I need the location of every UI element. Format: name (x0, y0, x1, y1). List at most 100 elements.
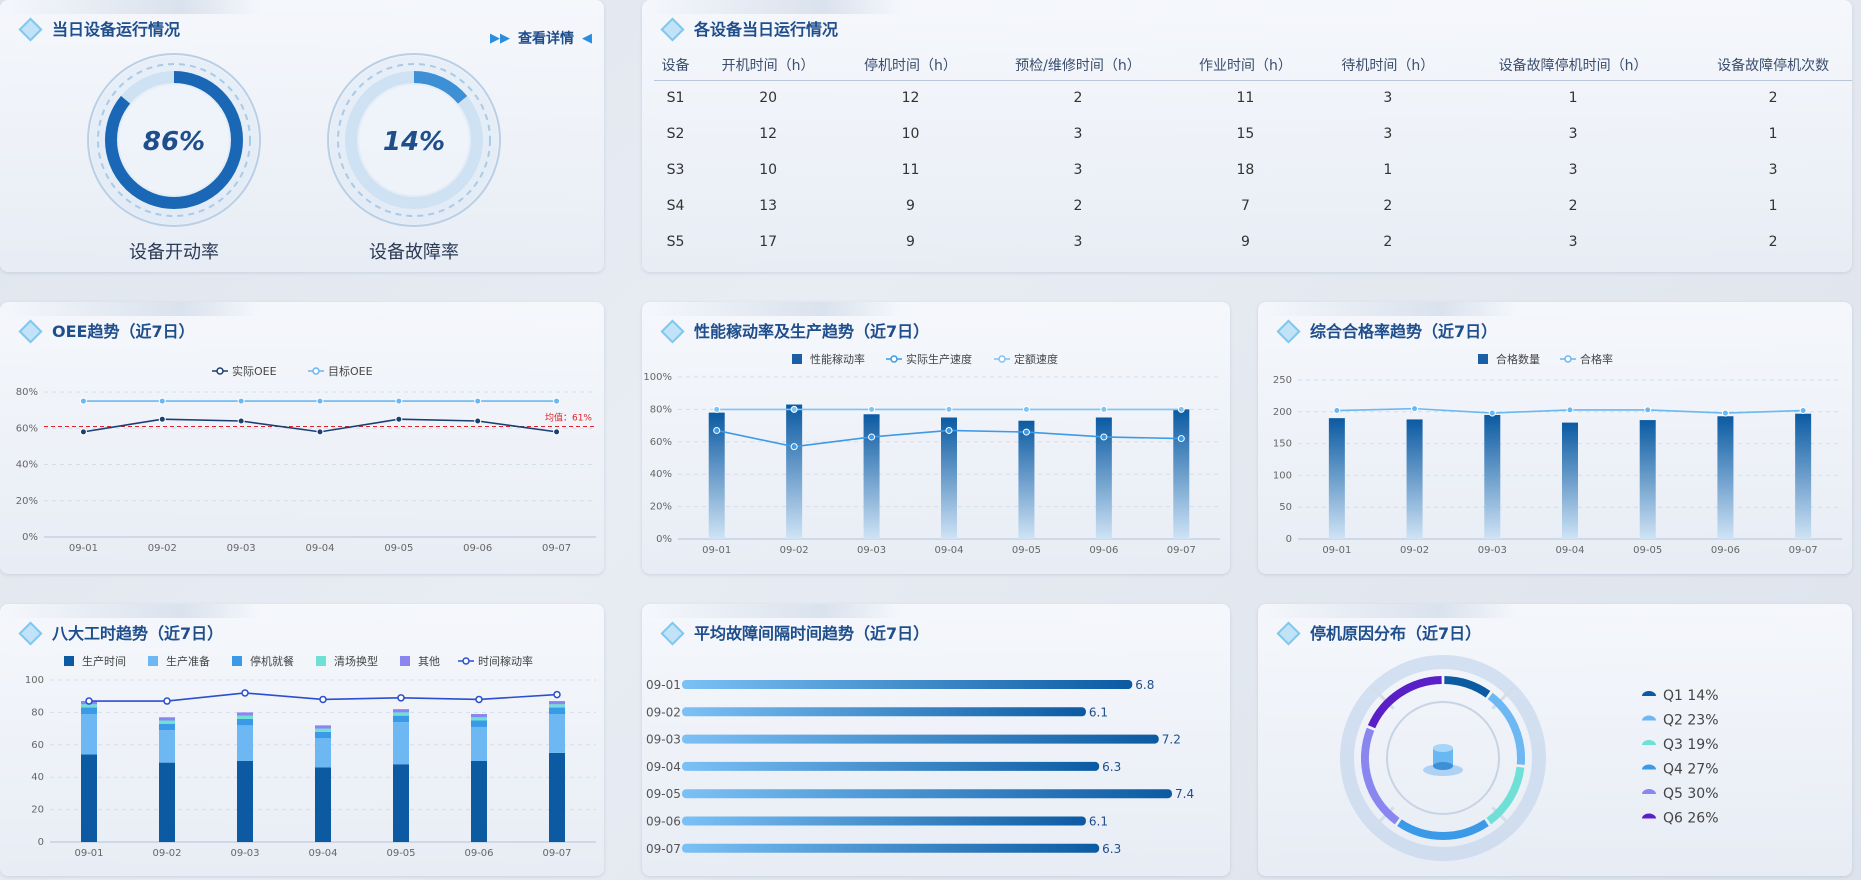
table-cell: 1 (1568, 90, 1578, 107)
bar-value-label: 7.2 (1162, 733, 1181, 747)
bar (1328, 418, 1345, 539)
view-details-link[interactable]: ▶▶ 查看详情 ◀ (490, 30, 592, 48)
stacked-bar-segment (159, 717, 175, 721)
legend-swatch (316, 656, 326, 666)
double-chevron-right-icon: ▶▶ (490, 30, 510, 46)
table-cell: 3 (1568, 162, 1578, 178)
stacked-bar-segment (81, 707, 97, 715)
bar (1095, 417, 1112, 539)
perf-panel: 性能稼动率及生产趋势（近7日） 0% 20% 40% 60% 80% 100% 09-01 0… (642, 302, 1230, 574)
y-tick-label: 0 (1286, 534, 1292, 545)
y-tick-label: 60% (16, 423, 38, 434)
table-cell: 12 (759, 126, 778, 142)
legend-marker (1564, 355, 1572, 363)
table-cell: 17 (759, 234, 778, 250)
average-label: 均值：61% (545, 411, 592, 423)
perf-chart: 0% 20% 40% 60% 80% 100% 09-01 09-02 09-03 09-04 09… (643, 352, 1220, 556)
bar (682, 761, 1100, 771)
x-tick-label: 09-03 (1478, 545, 1507, 556)
mtbf-chart: 09-01 6.8 09-02 6.1 09-03 7.2 09-04 6.3 09-05 7.4… (646, 678, 1194, 856)
table-cell: 10 (901, 126, 920, 142)
data-point (1177, 435, 1185, 443)
table-cell: 2 (1383, 234, 1393, 250)
stacked-bar-segment (237, 725, 253, 761)
table-cell: S4 (666, 198, 685, 214)
legend-swatch (64, 656, 74, 666)
table-header-cell: 设备故障停机时间（h） (1458, 50, 1688, 81)
data-point (1488, 409, 1496, 417)
table-cell: 2 (1768, 90, 1778, 107)
decor-ring (1340, 655, 1546, 861)
y-tick-label: 250 (1273, 375, 1292, 386)
x-tick-label: 09-06 (1089, 545, 1118, 556)
pie-slice (1444, 676, 1491, 698)
data-point (158, 397, 166, 405)
failure-label: 设备故障率 (369, 242, 459, 263)
y-tick-label: 40% (650, 469, 672, 480)
data-point (158, 415, 166, 423)
data-point (395, 415, 403, 423)
table-cell: 3 (1568, 234, 1578, 250)
data-point (945, 405, 953, 413)
table-cell: 1 (1768, 126, 1778, 142)
legend-label: 时间稼动率 (478, 654, 533, 668)
legend-label: 清场换型 (334, 654, 378, 668)
stacked-bar-segment (393, 709, 409, 713)
x-tick-label: 09-03 (227, 543, 256, 554)
stacked-bar-segment (549, 707, 565, 715)
bar (1018, 420, 1035, 539)
bar (1173, 409, 1190, 539)
category-label: 09-03 (646, 733, 681, 747)
data-point (713, 426, 721, 434)
table-header-cell: 待机时间（h） (1316, 50, 1459, 81)
pie-slice (1361, 727, 1400, 825)
hours-chart: 0 20 40 60 80 100 09-01 09-02 09-03 09-04 09-05 09-… (25, 654, 596, 859)
x-tick-label: 09-04 (1555, 545, 1584, 556)
x-tick-label: 09-04 (308, 848, 337, 859)
legend-label: 实际生产速度 (906, 352, 972, 366)
double-chevron-left-icon: ◀ (582, 30, 592, 46)
gauge-progress-arc (345, 71, 483, 209)
bar-value-label: 7.4 (1175, 787, 1194, 801)
quality-title: 综合合格率趋势（近7日） (1278, 318, 1497, 342)
gauge-inner (359, 85, 469, 195)
data-point (79, 428, 87, 436)
uptime-gauge: 86% (87, 53, 261, 227)
bar (682, 816, 1086, 826)
legend-label: Q2 23% (1663, 713, 1719, 729)
data-point (868, 405, 876, 413)
gauges-panel-title: 当日设备运行情况 (20, 16, 180, 40)
data-point (85, 697, 93, 705)
stacked-bar-segment (393, 722, 409, 765)
x-tick-label: 09-05 (386, 848, 415, 859)
legend-label: Q1 14% (1663, 688, 1719, 704)
y-tick-label: 50 (1279, 502, 1292, 513)
category-label: 09-02 (646, 705, 681, 719)
table-row: S3 10 11 3 18 1 3 3 (654, 152, 1852, 188)
x-tick-label: 09-07 (542, 543, 571, 554)
x-tick-label: 09-02 (152, 848, 181, 859)
data-point (790, 405, 798, 413)
legend-swatch (1642, 740, 1656, 745)
bar (682, 680, 1133, 689)
table-cell: 20 (759, 90, 778, 107)
data-point (241, 689, 249, 697)
data-point (1644, 406, 1652, 414)
table-cell: 3 (1568, 126, 1578, 142)
table-cell: 2 (1073, 198, 1083, 214)
legend-label: 性能稼动率 (810, 352, 865, 366)
legend-label: Q3 19% (1663, 737, 1719, 753)
legend-label: Q6 26% (1663, 811, 1719, 827)
y-tick-label: 80 (31, 707, 44, 718)
table-cell: 9 (906, 234, 915, 250)
x-tick-label: 09-05 (384, 543, 413, 554)
gauge-value-text: 86% (143, 127, 205, 157)
bar-value-label: 6.3 (1102, 760, 1121, 774)
bar (682, 707, 1086, 717)
x-tick-label: 09-05 (1633, 545, 1662, 556)
inner-ring (1386, 701, 1500, 815)
table-cell: S1 (666, 90, 685, 107)
data-point (790, 443, 798, 451)
table-row: S1 20 12 2 11 3 1 2 (654, 80, 1852, 116)
table-cell: 3 (1073, 234, 1083, 250)
